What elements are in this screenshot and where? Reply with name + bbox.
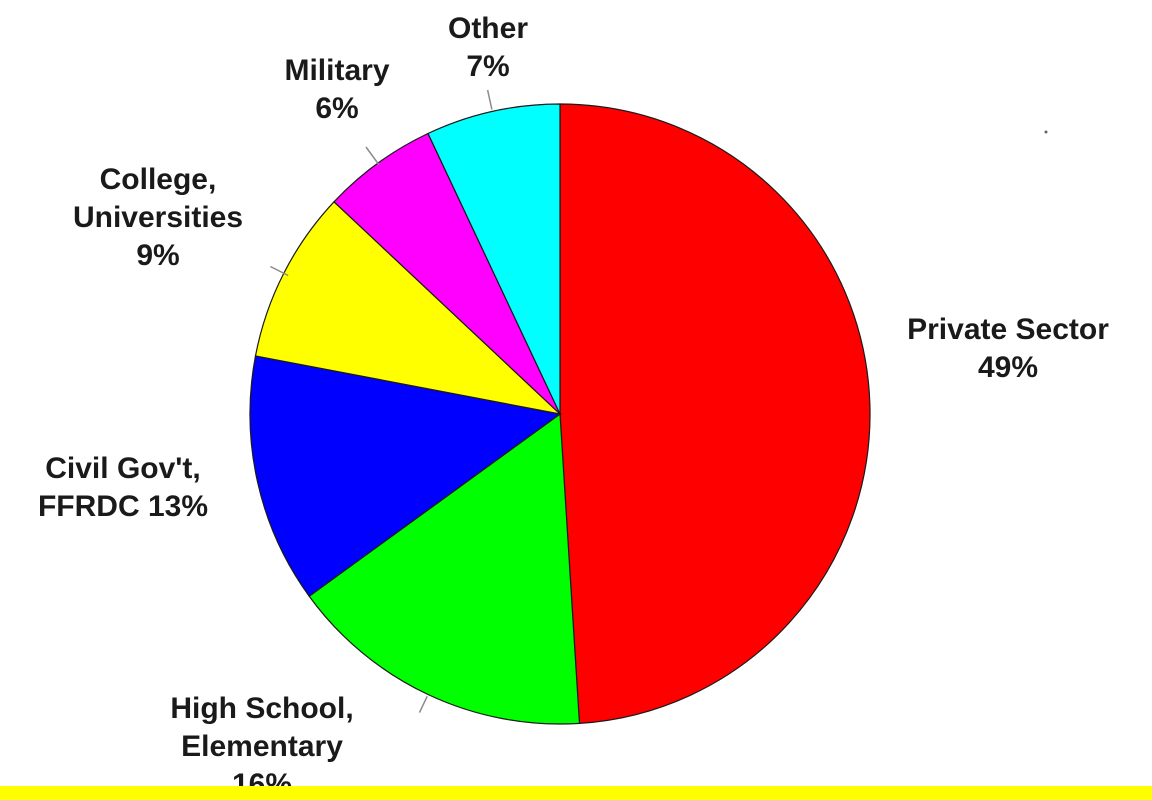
pie-slice-0 [559,103,871,725]
leader-line-5 [486,89,493,110]
slice-label-4: Military 6% [284,54,389,125]
stray-speck [1044,130,1048,134]
slice-label-0-line-0: Private Sector [907,313,1109,346]
pie-slice-5 [427,103,561,415]
slice-label-2-line-1: FFRDC 13% [38,490,208,523]
slice-label-3: College, Universities 9% [73,163,243,272]
slice-label-2: Civil Gov't, FFRDC 13% [38,452,208,523]
leader-line-3 [270,265,289,277]
leader-line-4 [365,146,380,166]
slice-label-1-line-1: Elementary [181,730,343,763]
slice-label-1-line-0: High School, [170,692,353,725]
slice-label-4-line-1: 6% [315,92,358,125]
slice-labels: Private Sector 49%High School, Elementary 1… [38,12,1109,800]
slice-label-2-line-0: Civil Gov't, [45,452,201,485]
pie-slice-1 [308,412,581,725]
leader-lines [270,89,493,713]
pie-slice-2 [249,355,562,598]
slice-label-3-line-0: College, [100,163,217,196]
slice-label-4-line-0: Military [284,54,389,87]
slice-label-1: High School, Elementary 16% [170,692,353,800]
slice-label-5-line-1: 7% [466,50,509,83]
slice-label-3-line-1: Universities [73,201,243,234]
slice-label-3-line-2: 9% [136,239,179,272]
slice-label-5: Other 7% [448,12,528,83]
pie-slices [249,103,871,725]
slice-label-5-line-0: Other [448,12,528,45]
leader-line-1 [418,695,428,713]
bottom-highlight-strip [0,786,1152,800]
slice-label-0-line-1: 49% [978,351,1038,384]
slice-label-0: Private Sector 49% [907,313,1109,384]
